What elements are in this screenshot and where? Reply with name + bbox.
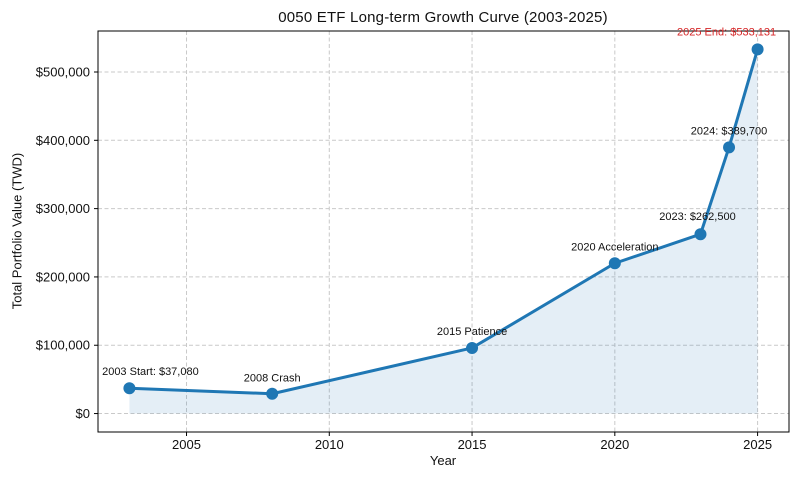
y-tick-label: $400,000	[36, 133, 90, 148]
chart-title: 0050 ETF Long-term Growth Curve (2003-20…	[278, 9, 608, 26]
annotation-label: 2015 Patience	[437, 326, 507, 338]
data-point-marker	[266, 387, 279, 400]
x-tick-label: 2025	[743, 437, 772, 452]
x-tick-label: 2005	[172, 437, 201, 452]
data-point-marker	[723, 141, 736, 154]
annotation-label: 2008 Crash	[244, 373, 301, 385]
annotation-label: 2024: $389,700	[691, 125, 767, 137]
data-point-marker	[751, 43, 764, 56]
area-fill	[129, 49, 758, 414]
annotation-label: 2003 Start: $37,080	[102, 366, 199, 378]
x-tick-label: 2010	[315, 437, 344, 452]
x-tick-label: 2020	[600, 437, 629, 452]
data-point-marker	[123, 382, 136, 395]
plot-border	[97, 30, 790, 433]
x-tick-label: 2015	[458, 437, 487, 452]
annotation-label: 2023: $262,500	[659, 211, 735, 223]
data-point-marker	[466, 341, 479, 354]
y-tick-label: $200,000	[36, 269, 90, 284]
annotation-label: 2020 Acceleration	[571, 241, 658, 253]
y-tick-label: $100,000	[36, 338, 90, 353]
data-point-marker	[694, 228, 707, 241]
y-tick-label: $0	[76, 406, 90, 421]
annotation-label: 2025 End: $533,131	[677, 26, 776, 38]
x-axis-title: Year	[429, 453, 457, 468]
data-point-marker	[608, 257, 621, 270]
y-tick-label: $300,000	[36, 201, 90, 216]
y-axis-title: Total Portfolio Value (TWD)	[9, 152, 25, 310]
y-tick-label: $500,000	[36, 64, 90, 79]
